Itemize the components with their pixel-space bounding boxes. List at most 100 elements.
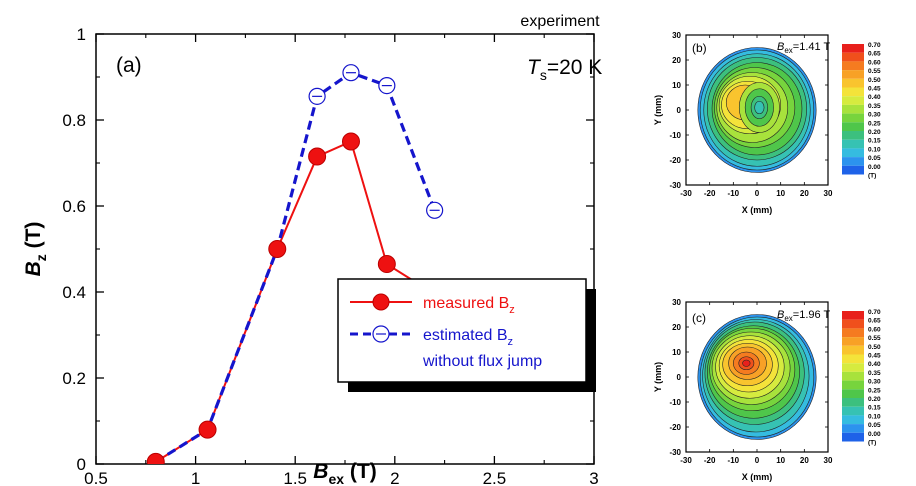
colorbar-label: 0.25 [868,120,881,127]
colorbar-label: 0.65 [868,51,881,58]
measured-point [198,420,217,439]
colorbar-swatch [842,371,864,381]
map-y-tick-label: -20 [669,156,681,165]
colorbar-swatch [842,363,864,372]
map-x-tick-label: 20 [800,189,809,198]
map-b-y-label: Y (mm) [653,95,663,125]
colorbar-label: 0.00 [868,431,881,438]
measured-point [268,240,287,258]
contour-level [754,100,765,115]
map-c-contours [697,314,817,440]
panel-label-a: (a) [116,54,142,77]
map-c-y-label: Y (mm) [653,362,663,392]
temperature-label: Ts=20 K [527,56,602,83]
map-x-tick-label: 30 [824,456,833,465]
measured-point [377,255,396,274]
map-c-x-label: X (mm) [742,472,773,482]
colorbar-swatch [842,139,864,149]
x-tick-label: 0.5 [84,469,108,486]
colorbar-label: (T) [868,440,876,447]
colorbar-label: 0.45 [868,86,881,93]
colorbar-label: (T) [868,173,876,180]
colorbar-label: 0.65 [868,318,881,325]
colorbar-swatch [842,354,864,364]
colorbar-swatch [842,148,864,158]
x-tick-label: 2.5 [483,469,507,486]
map-c-panel-label: (c) [692,311,706,325]
colorbar-swatch [842,70,864,79]
series-layer [146,64,444,464]
colorbar-label: 0.10 [868,413,881,420]
title-experiment: experiment [520,13,600,30]
map-x-tick-label: -10 [728,189,740,198]
colorbar-label: 0.10 [868,146,881,153]
colorbar-swatch [842,328,864,338]
map-x-tick-label: 20 [800,456,809,465]
colorbar-swatch [842,52,864,62]
map-y-tick-label: -10 [669,131,681,140]
measured-point [341,132,360,151]
x-tick-label: 1 [191,469,200,486]
map-panel-c: -30 -20 -10 0 10 20 30 30 20 10 0 -10 -20 -30 (c) Bex… [653,298,881,482]
map-x-tick-label: -30 [680,456,692,465]
plot-frame [95,33,595,465]
colorbar-label: 0.30 [868,112,881,119]
map-c-colorbar: 0.70 0.650.60 0.55 0.50 0.450.40 0.35 0.300.25… [842,309,881,447]
colorbar-swatch [842,61,864,71]
map-x-tick-label: -10 [728,456,740,465]
colorbar-label: 0.60 [868,59,881,66]
y-axis-label: Bz (T) [22,222,49,277]
legend-estimated-label-line2: without flux jump [422,353,542,370]
map-x-tick-label: -20 [704,456,716,465]
map-panel-b: -30 -20 -10 0 10 20 30 30 20 10 0 -10 -20 -30 (b) Bex… [653,31,881,215]
map-y-tick-label: 30 [672,298,681,307]
colorbar-swatch [842,424,864,433]
x-tick-label: 1.5 [283,469,307,486]
measured-point [146,452,165,464]
legend-estimated-label: estimated Bz [423,327,513,348]
colorbar-swatch [842,113,864,123]
map-y-tick-label: -30 [669,448,681,457]
y-tick-label: 0 [77,455,86,474]
y-tick-label: 0.8 [62,111,86,130]
colorbar-label: 0.15 [868,405,881,412]
colorbar-swatch [842,406,864,416]
y-tick-label: 0.2 [62,369,86,388]
x-tick-label: 3 [589,469,598,486]
map-y-tick-label: -20 [669,423,681,432]
colorbar-label: 0.35 [868,103,881,110]
map-y-tick-label: 20 [672,323,681,332]
colorbar-label: 0.35 [868,370,881,377]
colorbar-swatch [842,96,864,105]
colorbar-label: 0.60 [868,326,881,333]
map-y-tick-label: 10 [672,348,681,357]
y-axis-ticks: 0 0.2 0.4 0.6 0.8 1 [62,25,594,474]
colorbar-label: 0.40 [868,94,881,101]
colorbar-swatch [842,131,864,140]
colorbar-label: 0.25 [868,387,881,394]
colorbar-label: 0.20 [868,396,881,403]
colorbar-label: 0.20 [868,129,881,136]
map-x-tick-label: 30 [824,189,833,198]
colorbar-label: 0.30 [868,379,881,386]
colorbar-label: 0.55 [868,68,881,75]
y-tick-label: 0.4 [62,283,86,302]
map-x-tick-label: 10 [776,456,785,465]
map-b-x-label: X (mm) [742,205,773,215]
colorbar-swatch [842,122,864,131]
colorbar-label: 0.05 [868,422,881,429]
colorbar-swatch [842,432,864,442]
colorbar-swatch [842,311,864,320]
colorbar-swatch [842,337,864,346]
x-axis-ticks: 0.5 1 1.5 2 2.5 3 [84,34,599,486]
main-chart: 0.5 1 1.5 2 2.5 3 0 0.2 0.4 0.6 0.8 1 experiment (… [22,13,602,486]
colorbar-label: 0.70 [868,42,881,49]
map-y-tick-label: -10 [669,398,681,407]
colorbar-swatch [842,345,864,355]
colorbar-swatch [842,157,864,166]
measured-point [308,147,327,166]
colorbar-swatch [842,165,864,175]
colorbar-swatch [842,78,864,88]
map-y-tick-label: 0 [677,373,682,382]
